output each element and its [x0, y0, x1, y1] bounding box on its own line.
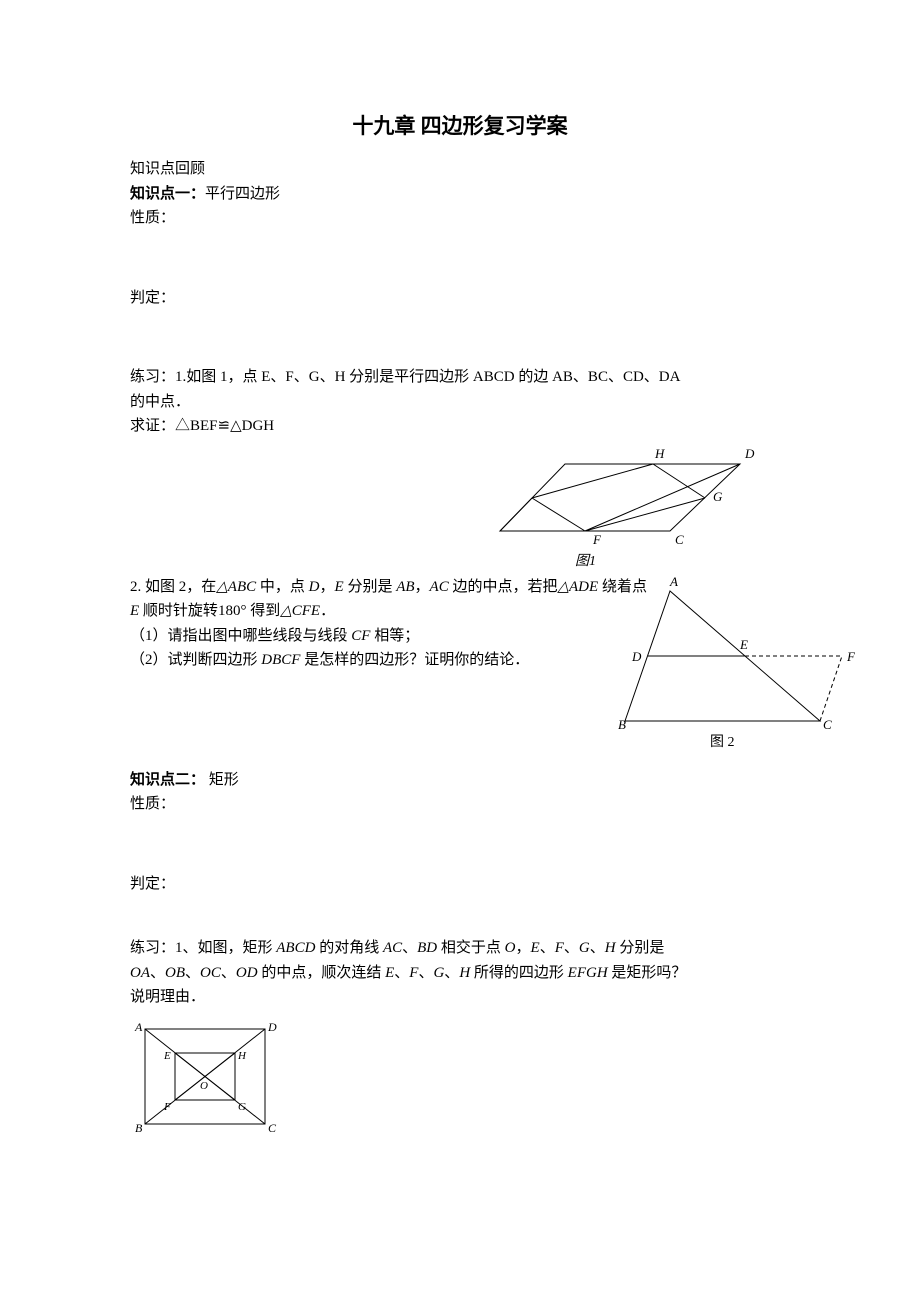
fig1-label-C: C — [675, 532, 684, 547]
svg-text:A: A — [134, 1020, 143, 1034]
kp2-ex-line3: 说明理由． — [130, 986, 790, 1009]
fig2-label-D: D — [631, 649, 642, 664]
fig1-label-F: F — [592, 532, 602, 547]
section-review: 知识点回顾 — [130, 158, 790, 181]
figure-2-caption: 图 2 — [710, 731, 735, 751]
kp1-prop-label: 性质： — [130, 207, 790, 230]
figure-1-caption: 图1 — [575, 550, 596, 570]
kp2-heading-line: 知识点二： 矩形 — [130, 769, 790, 792]
kp1-ex-line2: 的中点． — [130, 391, 790, 414]
figure-2-diagram: A B C D E F — [610, 576, 860, 736]
p2-q1: （1）请指出图中哪些线段与线段 CF 相等； — [130, 625, 610, 648]
svg-text:F: F — [163, 1101, 171, 1113]
svg-text:H: H — [237, 1050, 247, 1062]
kp2-ex-line1: 练习：1、如图，矩形 ABCD 的对角线 AC、BD 相交于点 O，E、F、G、… — [130, 937, 790, 960]
fig1-label-D: D — [744, 446, 755, 461]
page-title: 十九章 四边形复习学案 — [130, 110, 790, 140]
figure-3-diagram: A D B C E H F G O — [130, 1017, 280, 1142]
svg-text:O: O — [200, 1080, 208, 1092]
kp1-ex-line1: 练习：1.如图 1，点 E、F、G、H 分别是平行四边形 ABCD 的边 AB、… — [130, 366, 790, 389]
fig2-label-A: A — [669, 576, 678, 589]
kp2-ex-line2: OA、OB、OC、OD 的中点，顺次连结 E、F、G、H 所得的四边形 EFGH… — [130, 962, 790, 985]
kp1-prove: 求证：△BEF≌△DGH — [130, 415, 790, 438]
kp1-judge-label: 判定： — [130, 287, 790, 310]
fig1-label-G: G — [713, 489, 723, 504]
fig2-label-B: B — [618, 717, 626, 732]
fig1-label-H: H — [654, 446, 665, 461]
kp2-heading: 知识点二： — [130, 772, 205, 788]
svg-text:D: D — [267, 1020, 277, 1034]
p2-q2: （2）试判断四边形 DBCF 是怎样的四边形？证明你的结论． — [130, 649, 610, 672]
figure-1-diagram: H D G C F — [490, 446, 780, 556]
kp1-subject: 平行四边形 — [205, 186, 280, 202]
fig2-label-E: E — [739, 637, 748, 652]
kp2-subject: 矩形 — [205, 772, 239, 788]
figure-3-container: A D B C E H F G O — [130, 1017, 790, 1147]
kp1-heading: 知识点一： — [130, 186, 205, 202]
kp1-heading-line: 知识点一：平行四边形 — [130, 183, 790, 206]
svg-text:B: B — [135, 1121, 143, 1135]
svg-text:C: C — [268, 1121, 277, 1135]
fig2-label-F: F — [846, 649, 856, 664]
svg-text:E: E — [163, 1050, 171, 1062]
kp2-judge-label: 判定： — [130, 873, 790, 896]
figure-1-container: H D G C F 图1 — [130, 446, 790, 576]
kp2-prop-label: 性质： — [130, 793, 790, 816]
fig2-label-C: C — [823, 717, 832, 732]
svg-text:G: G — [238, 1101, 246, 1113]
